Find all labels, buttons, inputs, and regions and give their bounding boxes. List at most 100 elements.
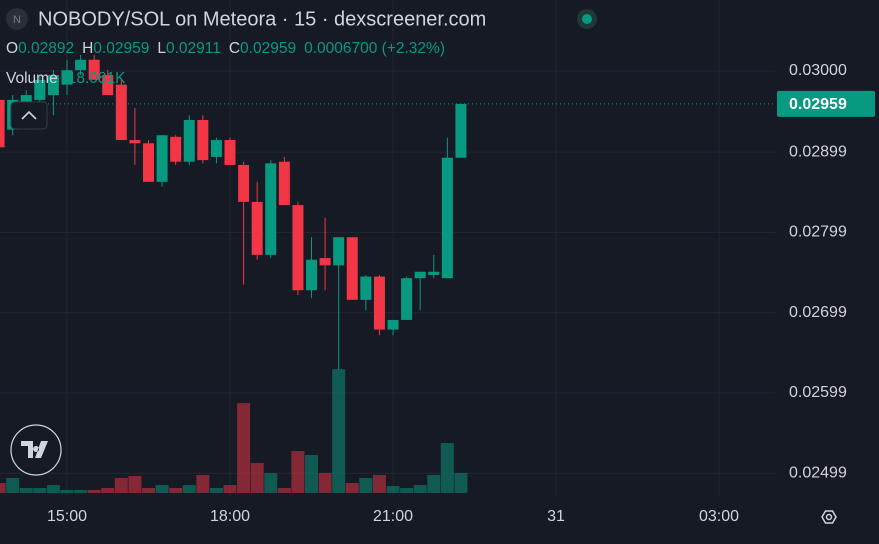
x-tick-label: 18:00 <box>210 508 250 525</box>
candle-body <box>61 70 73 85</box>
candle-body <box>306 259 318 291</box>
c-value: 0.02959 <box>240 40 296 57</box>
volume-bar <box>142 488 156 493</box>
l-value: 0.02911 <box>166 40 221 57</box>
volume-bar <box>277 488 291 493</box>
candle-body <box>156 135 168 182</box>
volume-bar <box>101 488 115 493</box>
volume-bar <box>223 485 237 493</box>
last-price-label: 0.02959 <box>789 96 847 113</box>
candle-body <box>373 276 385 330</box>
volume-bar <box>345 483 359 493</box>
ohlc-row: O0.02892 H0.02959 L0.02911 C0.02959 0.000670… <box>6 40 445 57</box>
volume-bar <box>413 485 427 493</box>
collapse-button[interactable] <box>10 101 48 130</box>
candle-body <box>455 103 467 158</box>
x-tick-label: 21:00 <box>373 508 413 525</box>
candle-body <box>34 79 46 100</box>
y-tick-label: 0.03000 <box>789 62 847 79</box>
axes: 0.03000 0.02899 0.02799 0.02699 0.02599 0.024… <box>0 62 875 525</box>
y-tick-label: 0.02599 <box>789 384 847 401</box>
candle-body <box>224 140 236 165</box>
candle-body <box>333 237 345 266</box>
h-label: H <box>82 40 93 57</box>
volume-bar <box>196 475 210 493</box>
candle-body <box>170 136 182 162</box>
candle-body <box>278 161 290 206</box>
volume-bar <box>182 485 196 493</box>
candle-body <box>75 59 87 71</box>
candle-body <box>197 119 209 161</box>
o-label: O <box>6 40 18 57</box>
y-tick-label: 0.02499 <box>789 465 847 482</box>
candle-body <box>251 201 263 255</box>
volume-bar <box>318 473 332 493</box>
l-label: L <box>157 40 166 57</box>
volume-bar <box>155 485 169 493</box>
candle-body <box>238 164 250 202</box>
volume-bar <box>46 485 60 493</box>
volume-bar <box>454 473 468 493</box>
candle-body <box>265 163 277 255</box>
candle-body <box>210 140 222 157</box>
y-tick-label: 0.02899 <box>789 143 847 160</box>
candle-body <box>360 276 372 300</box>
volume-bar <box>128 476 142 493</box>
volume-bar <box>440 443 454 493</box>
settings-button[interactable] <box>821 510 837 524</box>
candle-body <box>441 157 453 279</box>
candle-body <box>387 319 399 330</box>
volume-title: Volume <box>6 70 58 87</box>
volume-bar <box>74 490 88 493</box>
x-tick-label: 15:00 <box>47 508 87 525</box>
change-value: 0.0006700 (+2.32%) <box>304 40 445 57</box>
volume-bar <box>264 473 278 493</box>
volume-bar <box>359 478 373 493</box>
candle-body <box>183 119 195 162</box>
x-tick-label: 03:00 <box>699 508 739 525</box>
symbol-icon <box>6 8 28 30</box>
h-value: 0.02959 <box>93 40 149 57</box>
volume-label: Volume 18.081K <box>6 70 126 87</box>
volume-bar <box>169 488 183 493</box>
candle-body <box>414 271 426 279</box>
volume-bar <box>400 488 414 493</box>
candle-body <box>88 59 100 80</box>
candle-body <box>102 75 114 96</box>
volume-bar <box>305 455 319 493</box>
collapse-icon <box>21 110 37 120</box>
logo-mark <box>21 441 48 458</box>
volume-bar <box>372 475 386 493</box>
candle-body <box>47 75 59 96</box>
o-value: 0.02892 <box>18 40 74 57</box>
volume-bar <box>427 475 441 493</box>
y-tick-label: 0.02799 <box>789 224 847 241</box>
candle-body <box>115 84 127 141</box>
volume-bar <box>87 490 101 493</box>
volume-bar <box>19 488 33 493</box>
volume-bar <box>332 369 346 493</box>
candle-body <box>292 205 304 291</box>
candle-body <box>428 271 440 275</box>
y-tick-label: 0.02699 <box>789 304 847 321</box>
last-price-box <box>777 90 875 117</box>
volume-bar <box>237 403 251 493</box>
chart-title: NOBODY/SOL on Meteora · 15 · dexscreener… <box>38 8 486 30</box>
volume-value: 18.081K <box>68 70 126 87</box>
candle-body <box>319 258 331 266</box>
volume-bar <box>386 486 400 493</box>
x-tick-label: 31 <box>547 508 565 525</box>
candle-body <box>143 143 155 182</box>
volume-bar <box>114 478 128 493</box>
candle-body <box>0 99 5 148</box>
volume-bar <box>291 451 305 493</box>
c-label: C <box>229 40 240 57</box>
volume-bar <box>250 463 264 493</box>
grid <box>0 0 775 497</box>
symbol-icon-letter: N <box>13 14 21 26</box>
status-dot <box>582 14 592 24</box>
volume-bar <box>6 478 20 493</box>
